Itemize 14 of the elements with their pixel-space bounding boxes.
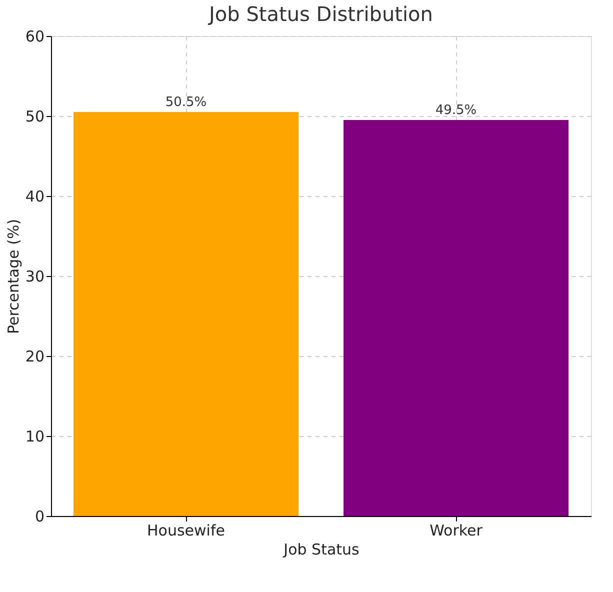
- x-tick-label: Worker: [430, 522, 484, 540]
- y-tick-label: 50: [25, 108, 44, 126]
- y-tick-label: 10: [25, 428, 44, 446]
- data-label: 49.5%: [435, 103, 477, 118]
- y-axis-title: Percentage (%): [4, 218, 22, 334]
- y-tick-label: 40: [25, 188, 44, 206]
- y-tick-label: 0: [34, 508, 44, 526]
- data-label: 50.5%: [165, 95, 207, 110]
- x-axis-title: Job Status: [282, 540, 360, 558]
- y-tick-label: 20: [25, 348, 44, 366]
- y-tick-label: 60: [25, 28, 44, 46]
- x-tick-label: Housewife: [147, 522, 225, 540]
- y-tick-label: 30: [25, 268, 44, 286]
- chart-title: Job Status Distribution: [207, 2, 433, 26]
